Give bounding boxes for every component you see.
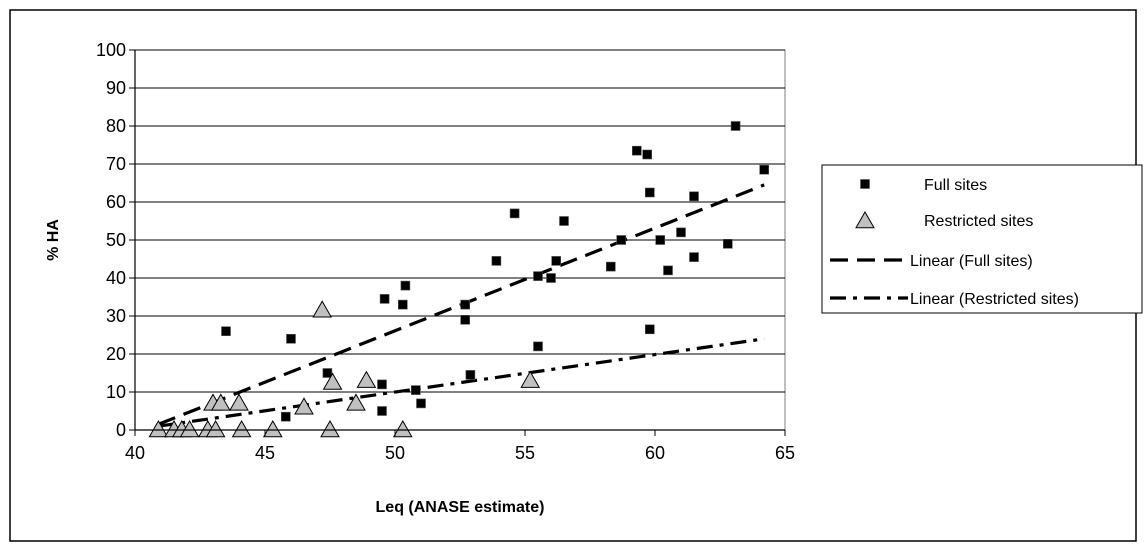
point-full-sites [631, 145, 642, 156]
legend-label-3: Linear (Restricted sites) [910, 291, 1079, 308]
point-restricted-sites [179, 419, 200, 438]
point-full-sites [377, 379, 387, 390]
y-tick-label: 0 [116, 420, 126, 440]
point-full-sites [546, 273, 556, 283]
x-tick-label: 45 [255, 443, 275, 463]
point-full-sites [460, 314, 471, 325]
trendline-3 [158, 337, 765, 428]
legend-label-0: Full sites [924, 177, 987, 194]
point-full-sites [616, 235, 627, 245]
point-restricted-sites [356, 370, 377, 388]
point-full-sites [400, 280, 411, 291]
point-restricted-sites [229, 393, 249, 411]
point-full-sites [465, 370, 476, 380]
point-full-sites [605, 261, 616, 272]
point-full-sites [559, 216, 569, 226]
point-full-sites [322, 368, 333, 378]
axes: 0 10 20 30 40 50 60 70 80 90 100 40 45 50 55 60 65 [96, 40, 795, 463]
y-tick-label: 30 [106, 306, 126, 326]
legend-label-1: Restricted sites [924, 213, 1033, 230]
point-full-sites [491, 256, 502, 266]
point-full-sites [221, 326, 231, 337]
point-full-sites [759, 164, 770, 175]
y-tick-label: 50 [106, 230, 126, 250]
point-full-sites [676, 227, 686, 238]
point-full-sites [379, 294, 390, 304]
y-tick-label: 100 [96, 40, 126, 60]
y-tick-label: 40 [106, 268, 126, 288]
x-tick-label: 40 [125, 443, 145, 463]
y-axis-title: % HA [45, 219, 62, 261]
legend-swatch-1 [855, 210, 875, 229]
point-full-sites [377, 406, 387, 416]
point-restricted-sites [262, 419, 283, 438]
y-tick-label: 70 [106, 154, 126, 174]
y-tick-label: 80 [106, 116, 126, 136]
x-tick-label: 60 [645, 443, 665, 463]
point-full-sites [655, 235, 666, 245]
y-tick-label: 90 [106, 78, 126, 98]
point-full-sites [286, 333, 296, 344]
point-restricted-sites [346, 393, 366, 411]
y-tick-label: 20 [106, 344, 126, 364]
point-restricted-sites [322, 372, 343, 390]
point-full-sites [533, 341, 543, 352]
point-full-sites [460, 299, 471, 310]
point-restricted-sites [205, 419, 226, 438]
point-restricted-sites [320, 419, 340, 438]
legend-box [821, 164, 1143, 314]
data-points [148, 121, 770, 438]
y-tick-label: 60 [106, 192, 126, 212]
point-full-sites [663, 265, 673, 276]
legend-label-2: Linear (Full sites) [910, 253, 1033, 270]
x-tick-label: 55 [515, 443, 535, 463]
x-axis-title: Leq (ANASE estimate) [376, 499, 545, 516]
point-full-sites [689, 252, 699, 262]
point-restricted-sites [312, 300, 333, 318]
point-full-sites [644, 324, 655, 335]
point-restricted-sites [231, 419, 252, 438]
point-full-sites [644, 187, 655, 198]
point-restricted-sites [294, 397, 314, 415]
point-full-sites [509, 208, 520, 219]
point-full-sites [730, 121, 741, 131]
point-full-sites [689, 191, 699, 202]
point-full-sites [410, 385, 421, 395]
point-full-sites [397, 299, 408, 310]
point-full-sites [642, 149, 653, 160]
point-full-sites [551, 256, 562, 266]
point-full-sites [280, 411, 291, 422]
legend: Full sites Restricted sites Linear (Full s… [821, 164, 1143, 314]
point-restricted-sites [148, 419, 169, 438]
x-tick-label: 50 [385, 443, 405, 463]
legend-swatch-0 [860, 179, 870, 189]
point-full-sites [722, 239, 733, 249]
x-tick-label: 65 [775, 443, 795, 463]
point-restricted-sites [520, 370, 541, 388]
point-restricted-sites [392, 419, 413, 438]
point-full-sites [533, 271, 543, 281]
point-restricted-sites [210, 393, 231, 411]
gridlines [135, 49, 785, 431]
point-full-sites [416, 398, 426, 409]
y-tick-label: 10 [106, 382, 126, 402]
